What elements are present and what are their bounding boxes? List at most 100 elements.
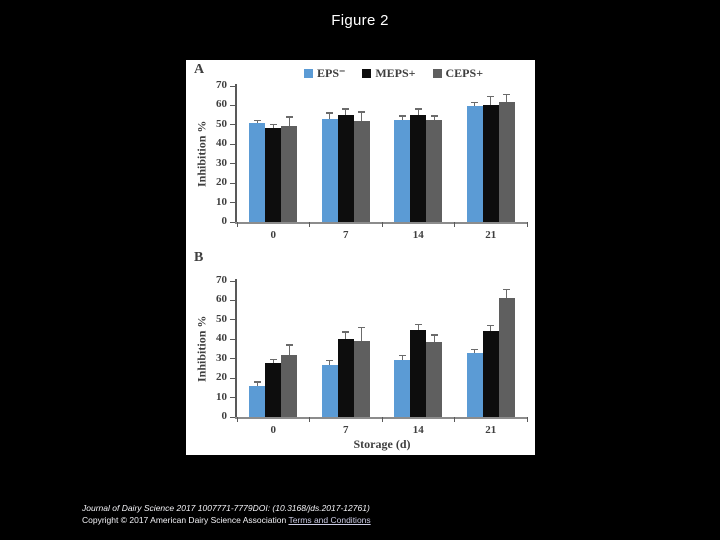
- error-bar: [417, 109, 419, 116]
- x-tick: [236, 417, 238, 422]
- bar-eps: [321, 119, 338, 222]
- x-tick: [526, 417, 528, 422]
- error-bar-cap: [326, 359, 334, 362]
- error-bar-cap: [253, 381, 261, 383]
- bar-eps: [466, 106, 483, 222]
- bar-eps: [321, 364, 338, 417]
- y-tick: [230, 280, 235, 282]
- error-bar-cap: [285, 344, 293, 346]
- bar-meps: [482, 105, 499, 222]
- y-tick-label: 60: [216, 98, 227, 111]
- error-bar-cap: [503, 93, 511, 96]
- bar-meps: [410, 329, 427, 417]
- error-bar: [329, 113, 331, 120]
- chart-panel-a: 0 10 20 30 40 50 60 70 0 7 14 21: [216, 79, 528, 241]
- error-bar-cap: [487, 324, 495, 327]
- y-tick-label: 20: [216, 371, 227, 384]
- y-tick-label: 10: [216, 195, 227, 208]
- y-tick-label: 20: [216, 176, 227, 189]
- terms-and-conditions-link[interactable]: Terms and Conditions: [288, 514, 371, 525]
- x-tick-label: 7: [343, 424, 349, 436]
- error-bar-cap: [414, 323, 422, 326]
- bar-ceps: [426, 342, 443, 417]
- y-tick: [230, 85, 235, 87]
- error-bar: [361, 112, 363, 121]
- error-bar-cap: [285, 116, 293, 118]
- bar-meps: [337, 115, 354, 222]
- y-tick-label: 50: [216, 312, 227, 325]
- bar-meps: [265, 362, 282, 417]
- error-bar-cap: [358, 111, 366, 113]
- y-axis-title: Inhibition %: [194, 120, 209, 188]
- x-tick: [381, 417, 383, 422]
- legend-swatch-icon: [362, 69, 372, 78]
- footer-citation: Journal of Dairy Science 2017 1007771-77…: [82, 503, 370, 513]
- error-bar: [401, 116, 403, 120]
- bar-eps: [249, 122, 266, 222]
- slide-title: Figure 2: [331, 12, 389, 29]
- x-tick-label: 21: [485, 229, 497, 241]
- x-tick-label: 7: [343, 229, 349, 241]
- error-bar: [272, 359, 274, 363]
- y-tick: [230, 299, 235, 301]
- bar-meps: [337, 339, 354, 417]
- legend-label: CEPS+: [445, 66, 484, 80]
- error-bar-cap: [358, 326, 366, 329]
- footer-copyright: Copyright © 2017 American Dairy Science …: [82, 515, 371, 527]
- legend: EPS⁻ MEPS+ CEPS+: [304, 66, 483, 81]
- error-bar: [417, 324, 419, 330]
- error-bar: [256, 382, 258, 386]
- y-tick-label: 70: [216, 274, 227, 286]
- x-tick-label: 21: [485, 424, 497, 436]
- legend-label: MEPS+: [375, 66, 416, 80]
- y-tick-label: 70: [216, 79, 227, 91]
- error-bar: [433, 335, 435, 343]
- error-bar-cap: [414, 108, 422, 110]
- panel-a-label: A: [194, 62, 205, 77]
- error-bar: [474, 349, 476, 353]
- x-tick: [309, 417, 310, 422]
- x-axis-line: [235, 417, 527, 419]
- y-tick-label: 30: [216, 156, 227, 169]
- x-tick: [526, 222, 528, 227]
- error-bar: [256, 120, 258, 123]
- y-tick: [230, 221, 235, 223]
- y-tick: [230, 358, 235, 360]
- error-bar-cap: [342, 108, 350, 110]
- legend-swatch-icon: [304, 69, 313, 78]
- x-tick: [309, 222, 310, 227]
- error-bar-cap: [398, 115, 406, 117]
- error-bar: [506, 289, 508, 298]
- y-tick-label: 60: [216, 293, 227, 306]
- error-bar: [288, 117, 290, 126]
- y-tick: [230, 104, 235, 106]
- footer-copyright-text: Copyright © 2017 American Dairy Science …: [82, 514, 289, 525]
- error-bar-cap: [487, 95, 495, 98]
- error-bar-cap: [253, 119, 261, 122]
- legend-item: EPS⁻: [304, 66, 345, 81]
- chart-panel-b: 0 10 20 30 40 50 60 70 0 7 14 21: [216, 274, 528, 436]
- bar-eps: [466, 352, 483, 417]
- x-tick: [236, 222, 238, 227]
- x-tick: [454, 222, 455, 227]
- bar-ceps: [353, 120, 370, 222]
- y-tick-label: 0: [221, 215, 228, 227]
- error-bar-cap: [269, 123, 277, 126]
- error-bar: [401, 355, 403, 360]
- error-bar-cap: [326, 112, 334, 114]
- x-tick: [454, 417, 455, 422]
- error-bar: [345, 332, 347, 340]
- error-bar-cap: [471, 101, 479, 103]
- error-bar: [272, 124, 274, 128]
- error-bar: [433, 116, 435, 120]
- error-bar-cap: [503, 288, 511, 291]
- error-bar-cap: [269, 358, 277, 361]
- error-bar: [288, 345, 290, 355]
- error-bar: [490, 96, 492, 106]
- error-bar: [345, 109, 347, 116]
- y-tick: [230, 124, 235, 126]
- bar-meps: [482, 330, 499, 417]
- y-tick-label: 0: [221, 410, 228, 422]
- y-axis-line: [235, 279, 237, 417]
- figure-box: A EPS⁻ MEPS+ CEPS+ B 0 10 20 30 40 50 60 70 0 7 14 21…: [186, 60, 535, 455]
